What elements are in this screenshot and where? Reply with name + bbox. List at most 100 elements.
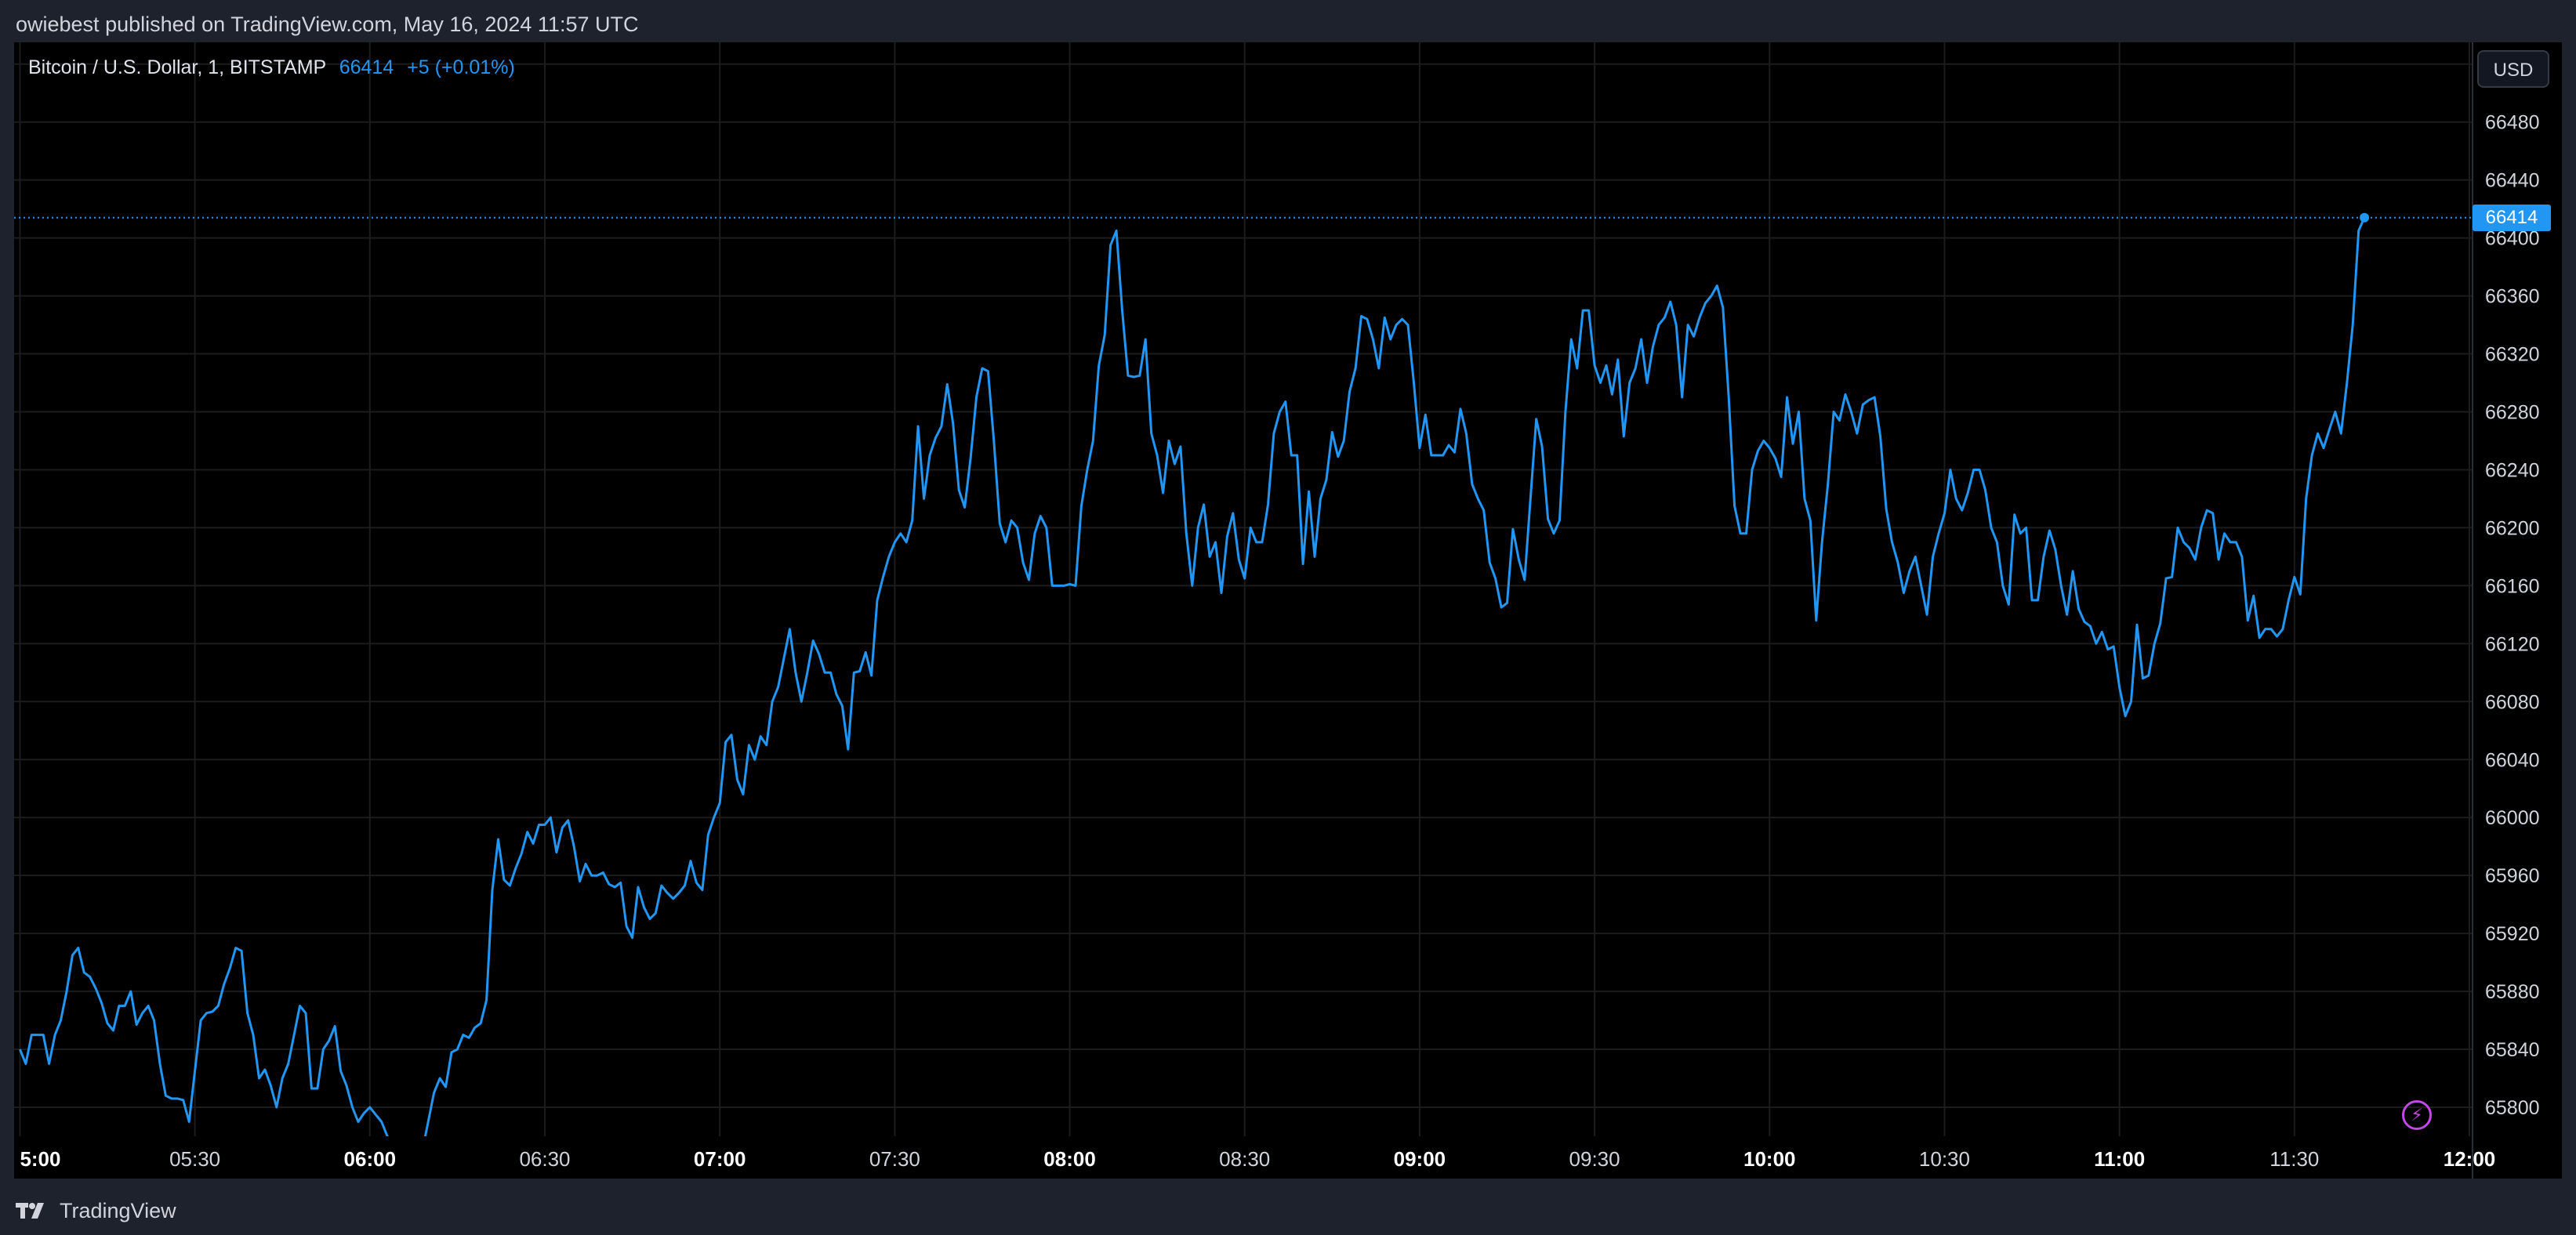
symbol-legend[interactable]: Bitcoin / U.S. Dollar, 1, BITSTAMP 66414… (28, 55, 515, 80)
price-point (597, 875, 598, 876)
x-tick-label: 06:30 (519, 1147, 570, 1171)
y-tick-label: 66240 (2485, 459, 2540, 481)
price-point (2048, 530, 2050, 531)
price-point (923, 498, 925, 499)
x-tick-label: 07:00 (694, 1147, 746, 1171)
price-point (124, 1005, 125, 1007)
price-point (1185, 533, 1187, 534)
price-point (905, 541, 907, 543)
price-point (1500, 607, 1502, 608)
price-point (2113, 646, 2114, 647)
price-point (1961, 509, 1963, 511)
price-point (1821, 541, 1823, 543)
price-point (579, 881, 581, 882)
price-point (807, 672, 808, 673)
price-axis: 65800 65840 65880 65920 65960 66000 66040 66080… (2485, 54, 2540, 1119)
price-point (1926, 614, 1928, 615)
price-point (695, 882, 697, 883)
price-point (2066, 614, 2068, 615)
price-point (1594, 364, 1595, 366)
price-point (492, 889, 493, 891)
price-point (305, 1012, 307, 1014)
price-point (2019, 533, 2021, 534)
price-point (2095, 643, 2097, 644)
price-point (107, 1023, 108, 1024)
price-point (2060, 585, 2062, 586)
price-point (171, 1098, 172, 1099)
price-point (1570, 339, 1572, 340)
price-point (1507, 603, 1508, 604)
price-point (976, 397, 978, 398)
price-point (1378, 368, 1380, 369)
price-point (1407, 324, 1409, 326)
symbol-name[interactable]: Bitcoin / U.S. Dollar, 1, BITSTAMP (28, 56, 326, 78)
price-point (573, 846, 575, 847)
x-tick-label: 11:00 (2094, 1147, 2145, 1171)
price-point (1787, 397, 1788, 398)
price-point (1938, 533, 1939, 534)
price-point (434, 1092, 435, 1094)
currency-button[interactable]: USD (2477, 50, 2549, 88)
price-point (410, 1135, 412, 1137)
y-tick-label: 66320 (2485, 344, 2540, 366)
price-point (1565, 411, 1566, 413)
price-point (515, 867, 517, 869)
chart-grid (14, 42, 2473, 1179)
x-tick-label: 06:00 (344, 1147, 397, 1171)
price-point (1034, 533, 1036, 534)
price-point (1168, 440, 1170, 442)
last-price-dot (2360, 212, 2370, 223)
price-point (154, 1020, 155, 1021)
price-point (2043, 556, 2044, 557)
footer-logo[interactable]: TradingView (16, 1197, 176, 1224)
price-point (1827, 483, 1829, 485)
price-point (19, 1048, 20, 1050)
price-point (1856, 433, 1858, 434)
price-point (49, 1063, 50, 1065)
price-point (381, 1121, 383, 1123)
price-point (1261, 541, 1263, 543)
price-point (707, 834, 709, 835)
price-point (1617, 359, 1619, 360)
price-point (2055, 549, 2056, 550)
price-point (719, 802, 720, 804)
x-tick-label: 11:30 (2269, 1147, 2319, 1171)
price-point (328, 1040, 330, 1041)
price-point (1833, 411, 1834, 413)
price-point (1529, 498, 1531, 499)
price-point (1151, 433, 1152, 434)
price-point (1763, 440, 1765, 442)
price-point (789, 628, 790, 630)
price-point (958, 489, 960, 491)
price-point (1711, 295, 1712, 297)
price-point (871, 675, 873, 676)
price-point (1039, 516, 1041, 517)
price-point (78, 947, 79, 949)
price-point (217, 1005, 219, 1007)
price-point (1576, 368, 1578, 369)
price-point (981, 368, 983, 369)
price-point (737, 779, 738, 780)
price-point (2224, 533, 2226, 534)
price-point (591, 875, 593, 876)
lightning-icon[interactable]: ⚡ (2402, 1100, 2432, 1130)
price-point (54, 1034, 56, 1036)
price-point (1973, 469, 1975, 471)
chart-area[interactable] (14, 42, 2562, 1179)
price-point (2124, 715, 2126, 717)
price-point (527, 831, 528, 833)
price-point (1273, 433, 1275, 434)
price-point (1874, 397, 1875, 398)
price-point (1215, 541, 1217, 543)
y-tick-label: 65880 (2485, 981, 2540, 1003)
price-point (1495, 578, 1497, 579)
price-point (165, 1095, 166, 1096)
price-chart[interactable]: 65800 65840 65880 65920 65960 66000 66040 66080… (0, 0, 2576, 1179)
price-point (456, 1048, 458, 1050)
price-point (60, 1020, 62, 1021)
price-point (1967, 492, 1968, 494)
price-point (1279, 411, 1280, 413)
time-axis: 5:00 05:30 06:00 06:30 07:00 07:30 08:00 08:30 0… (20, 1147, 2495, 1171)
price-point (970, 458, 971, 459)
price-point (568, 820, 569, 821)
